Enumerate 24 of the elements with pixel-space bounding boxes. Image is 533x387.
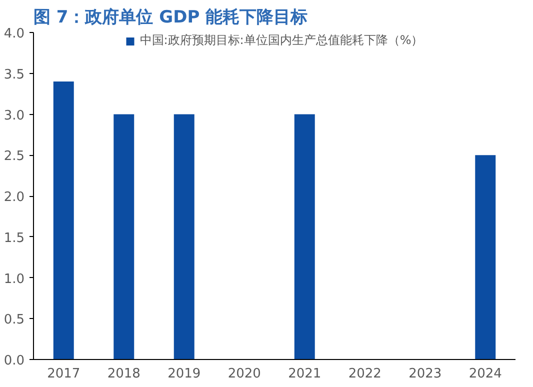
bar bbox=[53, 82, 74, 360]
bar bbox=[294, 114, 315, 360]
x-tick-label: 2022 bbox=[348, 366, 382, 382]
x-tick-label: 2023 bbox=[408, 366, 442, 382]
y-tick-label: 2.5 bbox=[4, 149, 25, 164]
bar bbox=[475, 155, 496, 360]
chart-title: 图 7：政府单位 GDP 能耗下降目标 bbox=[34, 8, 308, 28]
legend-label: 中国:政府预期目标:单位国内生产总值能耗下降（%） bbox=[140, 32, 424, 49]
x-tick-label: 2024 bbox=[468, 366, 502, 382]
y-tick-label: 3.0 bbox=[4, 108, 25, 124]
x-tick-label: 2020 bbox=[228, 366, 261, 382]
bar bbox=[174, 114, 194, 360]
y-tick-label: 1.0 bbox=[4, 272, 25, 287]
x-tick-label: 2021 bbox=[288, 366, 322, 382]
y-tick-label: 4.0 bbox=[4, 26, 25, 42]
x-tick-label: 2019 bbox=[168, 366, 201, 382]
y-tick-label: 3.5 bbox=[4, 67, 25, 82]
y-tick-label: 1.5 bbox=[4, 230, 25, 246]
y-tick-label: 0.0 bbox=[4, 354, 25, 368]
y-tick-label: 2.0 bbox=[4, 190, 25, 205]
x-tick-label: 2018 bbox=[107, 366, 140, 382]
x-tick-label: 2017 bbox=[47, 366, 80, 382]
bar bbox=[114, 114, 134, 360]
y-tick-label: 0.5 bbox=[4, 312, 25, 328]
